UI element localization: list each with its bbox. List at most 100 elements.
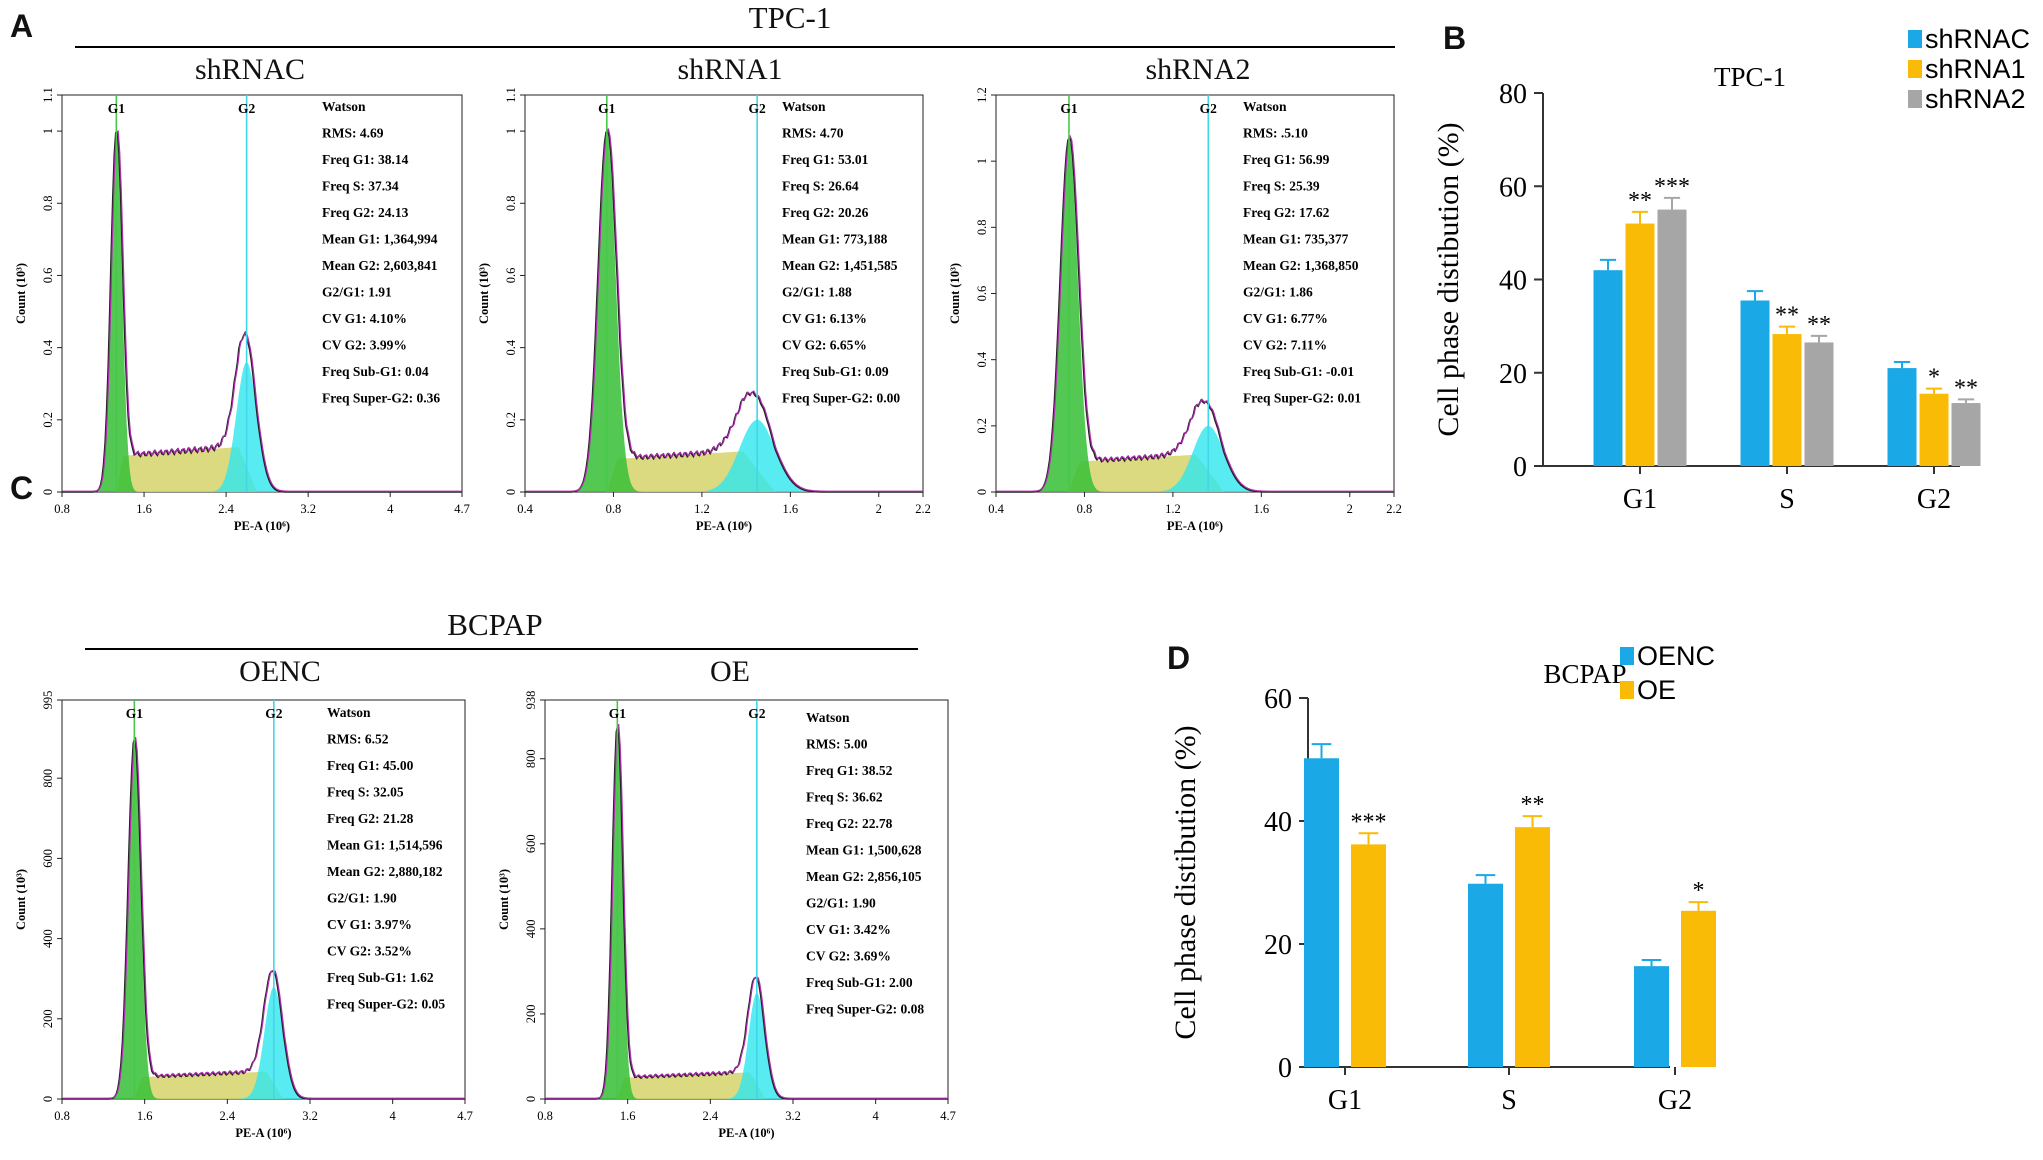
watson-stat-line: CV G2: 3.52% [327,944,412,959]
y-tick-label: 60 [1499,172,1527,203]
watson-stat-line: RMS: 4.69 [322,126,384,141]
watson-stat-line: Watson [782,99,826,114]
x-tick-label: 1.6 [136,502,152,516]
y-tick-label: 0 [524,1096,538,1102]
x-tick-label: 1.6 [137,1109,153,1123]
panel-letter-c: C [10,470,34,506]
watson-stat-line: CV G2: 7.11% [1243,338,1327,353]
x-tick-label: 3.2 [302,1109,318,1123]
group-title-bcpap: BCPAP [447,607,543,642]
y-tick-label: 0 [41,489,55,495]
watson-stat-line: Freq G1: 38.14 [322,152,409,167]
watson-stat-line: Mean G2: 2,603,841 [322,258,438,273]
y-axis-label: Count (10³) [14,869,28,930]
watson-stat-line: Mean G1: 1,500,628 [806,843,922,858]
significance-stars: ** [1807,312,1831,338]
histogram-5: G1 G2 0 200 400 600 800 938 0.8 1.6 2.4 3.2 4 4.7 PE-A… [497,691,956,1140]
y-tick-label: 400 [41,929,55,948]
y-tick-label: 0.8 [975,220,989,236]
y-tick-label: 600 [524,834,538,853]
watson-stat-line: RMS: 6.52 [327,732,389,747]
bar-OENC-G1 [1304,758,1339,1067]
legend-swatch [1908,60,1922,78]
x-tick-label: 0.4 [517,502,533,516]
group-title-tpc1: TPC-1 [748,0,832,35]
watson-stat-line: CV G1: 6.13% [782,311,867,326]
watson-stat-line: CV G1: 3.42% [806,922,891,937]
x-tick-label: 0.8 [606,502,622,516]
x-tick-label: 3.2 [785,1109,801,1123]
histogram-title-shrna1: shRNA1 [677,53,783,86]
watson-stat-line: Freq G1: 53.01 [782,152,869,167]
x-tick-label: G2 [1658,1085,1692,1116]
bar-OENC-G2 [1634,966,1669,1067]
g2-peak-label: G2 [749,101,767,116]
y-tick-label: 1 [975,158,989,164]
x-tick-label: 1.6 [620,1109,636,1123]
watson-stat-line: CV G2: 3.99% [322,338,407,353]
x-tick-label: 2.4 [218,502,234,516]
g2-peak-label: G2 [748,706,766,721]
y-tick-label: 0.4 [504,339,518,355]
histogram-s-phase-area [62,447,462,492]
y-axis-title: Cell phase distibution (%) [1169,725,1202,1039]
y-tick-label: 0.6 [504,268,518,284]
chart-title: TPC-1 [1714,62,1786,92]
y-tick-label: 0.4 [975,351,989,367]
bar-shRNAC-G1 [1593,270,1623,466]
y-tick-label: 0.2 [41,412,55,428]
panel-letter-a: A [10,8,34,44]
x-tick-label: 1.6 [1254,502,1270,516]
watson-stat-line: Freq G1: 38.52 [806,763,893,778]
y-tick-label: 0.8 [504,195,518,211]
x-tick-label: 0.8 [537,1109,553,1123]
x-tick-label: 2.2 [1386,502,1402,516]
significance-stars: ** [1775,303,1799,329]
significance-stars: ** [1521,792,1545,818]
y-tick-label: 0.2 [504,412,518,428]
y-tick-label: 1 [504,128,518,134]
histogram-fit-line [62,736,466,1099]
histogram-data-line [62,130,462,493]
watson-stat-line: Mean G1: 735,377 [1243,232,1349,247]
bar-shRNAC-G2 [1887,368,1917,466]
watson-stat-line: Freq G2: 20.26 [782,205,869,220]
watson-stat-line: Freq Super-G2: 0.36 [322,391,440,406]
y-tick-label: 0 [1513,452,1527,483]
x-tick-label: 4.7 [457,1109,473,1123]
significance-stars: * [1928,365,1940,391]
watson-stat-line: Freq Sub-G1: 0.09 [782,364,889,379]
g1-peak-label: G1 [598,101,616,116]
y-axis-title: Cell phase distibution (%) [1432,122,1465,436]
x-tick-label: S [1779,484,1795,515]
histogram-g1-area [545,726,948,1099]
y-axis-label: Count (10³) [14,263,28,324]
group-rule-tpc1 [75,46,1395,48]
g2-peak-label: G2 [1200,101,1218,116]
x-tick-label: 0.8 [1077,502,1093,516]
y-tick-label: 800 [41,769,55,788]
x-tick-label: 2 [876,502,882,516]
x-tick-label: 1.6 [783,502,799,516]
y-tick-label: 0.6 [975,286,989,302]
y-tick-label: 0.8 [41,195,55,211]
legend-swatch [1620,681,1634,699]
x-axis-label: PE-A (10⁶) [234,519,290,533]
bar-OE-S [1515,827,1550,1067]
x-tick-label: 0.4 [988,502,1004,516]
x-tick-label: 4 [390,1109,397,1123]
y-tick-label: 1.2 [975,87,989,103]
y-tick-label: 40 [1264,807,1292,838]
legend-label: shRNA1 [1925,54,2026,84]
y-tick-label: 1.1 [504,87,518,103]
x-tick-label: 2 [1347,502,1353,516]
y-tick-label: 400 [524,919,538,938]
watson-stat-line: RMS: 4.70 [782,126,844,141]
watson-stat-line: CV G1: 4.10% [322,311,407,326]
bar-OE-G1 [1351,844,1386,1067]
group-rule-bcpap [85,648,918,650]
bar-chart-bcpap: 0 20 40 60 Cell phase distibution (%) BCPAP G1… [1169,641,1716,1116]
legend-label: shRNAC [1925,24,2030,54]
x-tick-label: S [1501,1085,1517,1116]
histogram-title-oe: OE [710,655,750,688]
